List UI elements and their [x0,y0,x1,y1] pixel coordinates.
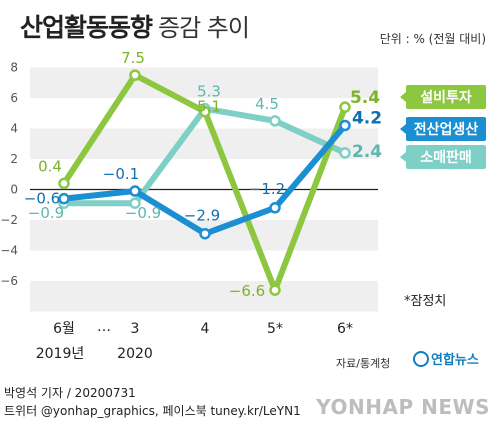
x-tick-label: 5* [267,321,283,337]
title-sub: 증감 추이 [158,14,250,42]
legend-swatch [406,117,486,141]
legend-swatch [406,145,486,169]
data-label: −0.9 [125,204,161,222]
data-point [269,284,281,296]
data-label: −0.6 [24,190,60,208]
grid-band [30,281,378,312]
data-point [129,69,141,81]
legend-pointer [400,152,406,162]
data-point [339,119,351,132]
x-tick-sublabel: 2020 [117,346,153,362]
grid-band [30,67,378,98]
logo-text: 연합뉴스 [431,353,479,368]
legend-pointer [400,92,406,102]
unit-label: 단위 : % (전월 대비) [379,32,486,46]
x-tick-label: 4 [201,321,210,337]
credit-line-2: 트위터 @yonhap_graphics, 페이스북 tuney.kr/LeYN… [4,404,301,418]
data-label: 0.4 [38,157,62,175]
data-point [58,177,70,190]
data-point [269,115,281,127]
legend-label: 소매판매 [420,150,472,166]
y-tick-label: −2 [0,213,18,227]
chart-title: 산업활동동향 증감 추이 [20,8,250,44]
legend-pointer [400,124,406,134]
legend-label: 전산업생산 [414,121,479,138]
yonhap-logo: 연합뉴스 [413,349,479,368]
y-tick-label: 8 [10,61,18,75]
data-label: 4.5 [255,95,279,113]
data-point [339,147,351,159]
y-tick-label: 6 [10,91,18,105]
x-tick-label: 6* [337,321,353,337]
data-point [269,202,281,214]
x-tick-label: 3 [131,321,140,337]
data-point [58,192,70,205]
y-tick-label: 4 [10,122,18,136]
title-main: 산업활동동향 [20,13,153,42]
legend-label: 설비투자 [420,90,472,106]
data-label: −6.6 [229,282,265,300]
source-label: 자료/통계청 [336,357,391,370]
data-label: −2.9 [184,207,220,225]
logo-icon [413,351,429,367]
data-point [129,197,141,209]
data-label: 5.4 [350,88,380,108]
credit-line-1: 박영석 기자 / 20200731 [4,386,136,400]
x-tick-label: 6월 [53,321,75,337]
y-tick-label: −4 [0,244,18,258]
x-axis-break: … [97,319,111,335]
data-label: 7.5 [121,49,145,67]
data-label: 2.4 [352,142,382,162]
data-label: 5.1 [197,98,221,116]
provisional-note: *잠정치 [404,294,447,309]
data-label: 4.2 [352,108,382,128]
y-tick-label: 2 [10,152,18,166]
data-point [199,105,211,118]
data-point [199,227,211,240]
data-point [129,185,141,197]
data-label: −0.1 [103,165,139,183]
legend-swatch [406,85,486,109]
y-tick-label: 0 [10,183,18,197]
data-label: 5.3 [197,83,221,101]
x-tick-sublabel: 2019년 [36,346,85,362]
data-label: −1.2 [249,180,285,198]
y-tick-label: −6 [0,274,18,288]
data-label: −0.9 [28,204,64,222]
watermark: YONHAP NEWS [316,395,490,419]
data-point [339,101,351,113]
